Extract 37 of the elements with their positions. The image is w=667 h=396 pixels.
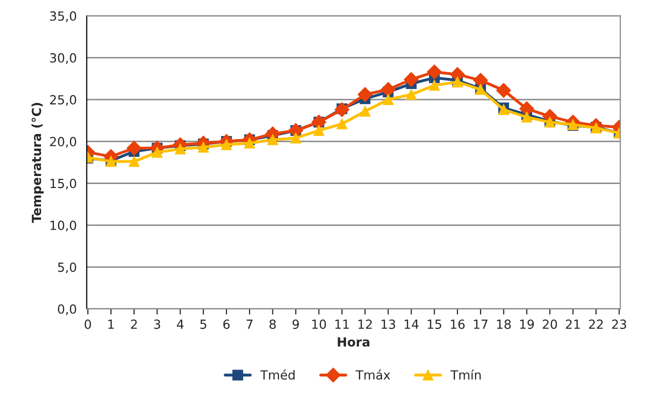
x-tick-label: 8 [270, 320, 276, 329]
y-tick-label: 35,0 [50, 11, 76, 22]
legend-label: Tmáx [356, 369, 390, 380]
x-tick-label: 0 [84, 320, 92, 329]
y-tick-label: 10,0 [50, 220, 76, 232]
x-axis-title: Hora [338, 337, 370, 347]
x-tick-label: 17 [474, 320, 488, 329]
x-tick-label: 2 [131, 320, 137, 329]
y-axis-title: Temperatura (°C) [32, 102, 44, 223]
x-tick-label: 20 [542, 320, 557, 329]
x-tick-label: 16 [450, 320, 465, 329]
x-tick-label: 18 [497, 320, 511, 329]
y-tick-label: 20,0 [50, 136, 76, 148]
x-tick-label: 7 [246, 320, 252, 329]
x-tick-label: 12 [358, 320, 372, 329]
x-tick-label: 9 [292, 320, 299, 329]
x-tick-label: 22 [589, 320, 603, 329]
x-tick-label: 3 [154, 320, 160, 329]
y-tick-label: 15,0 [50, 178, 76, 190]
legend-label: Tméd [260, 369, 295, 380]
x-tick-label: 13 [382, 320, 396, 329]
y-tick-label: 0,0 [58, 304, 76, 316]
x-tick-label: 1 [108, 320, 114, 329]
y-tick-label: 30,0 [50, 53, 76, 64]
x-tick-label: 6 [223, 320, 230, 329]
y-tick-label: 5,0 [58, 262, 76, 274]
x-tick-label: 4 [176, 320, 184, 329]
x-tick-label: 21 [566, 320, 580, 329]
x-tick-label: 10 [312, 320, 326, 329]
legend-label: Tmín [450, 369, 481, 380]
x-tick-label: 11 [335, 320, 349, 329]
x-tick-label: 15 [428, 320, 442, 329]
x-tick-label: 14 [404, 320, 419, 329]
x-tick-label: 19 [520, 320, 534, 329]
y-tick-label: 25,0 [50, 95, 76, 106]
x-tick-label: 5 [200, 320, 206, 329]
x-tick-label: 23 [612, 320, 626, 329]
